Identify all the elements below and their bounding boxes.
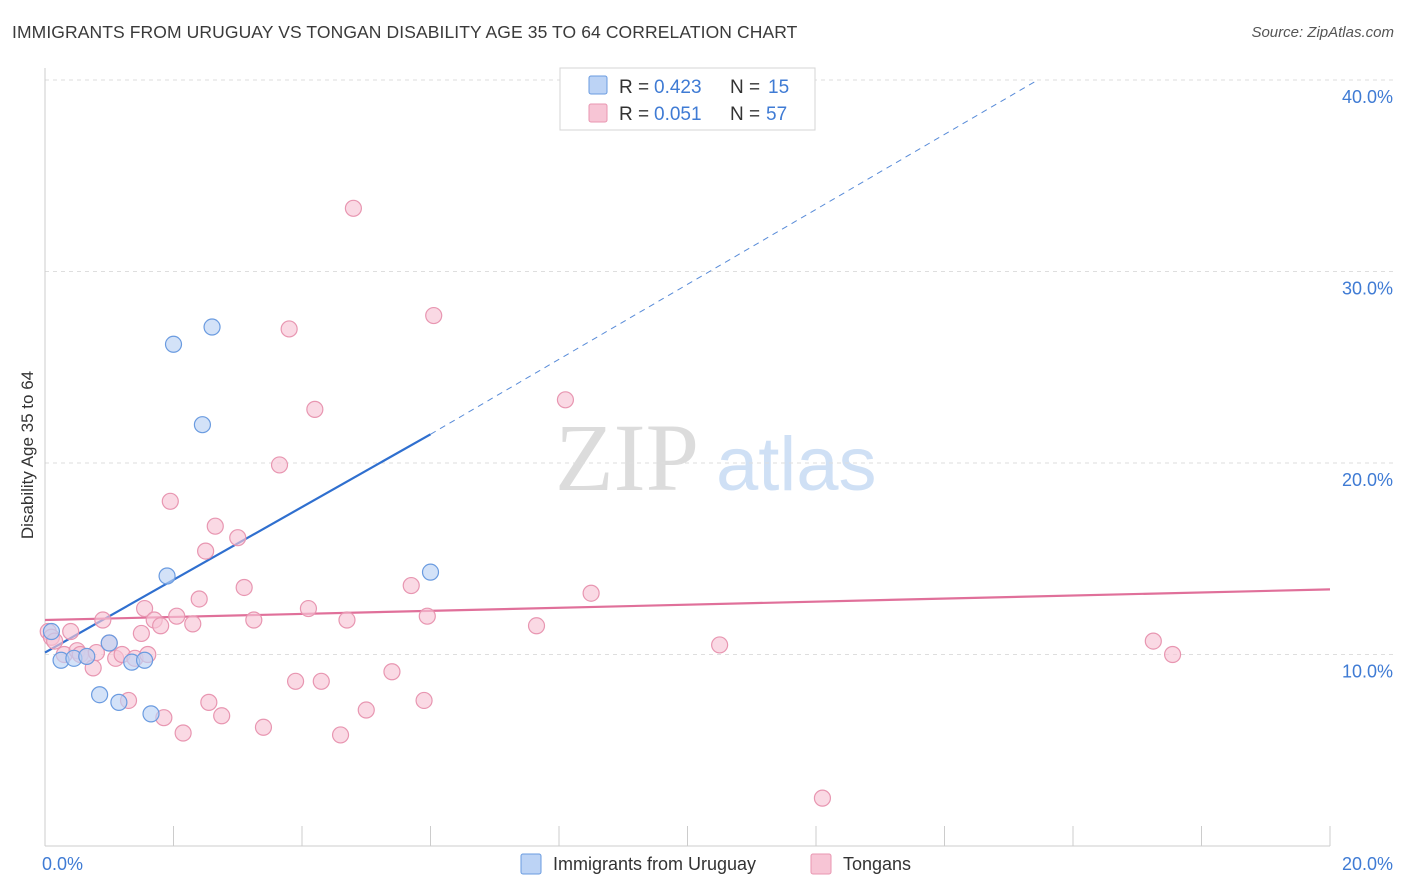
legend-n-value-tongans: 57: [766, 104, 787, 125]
point-tongans: [168, 607, 186, 625]
bottom-legend: Immigrants from Uruguay Tongans: [520, 853, 911, 875]
watermark-zip: ZIP: [555, 404, 699, 511]
legend-r-value-tongans: 0.051: [654, 104, 702, 125]
trend-line-tongans: [44, 588, 1331, 622]
point-tongans: [418, 607, 436, 625]
legend-r-label-tongans: R =: [619, 104, 649, 125]
y-tick-label: 30.0%: [1342, 279, 1393, 299]
point-tongans: [254, 718, 273, 736]
axis-layer: 10.0% 20.0% 30.0% 40.0% 0.0% 20.0%: [42, 68, 1393, 874]
point-tongans: [425, 306, 443, 325]
legend-r-value-uruguay: 0.423: [654, 77, 702, 98]
point-tongans: [711, 636, 729, 654]
point-tongans: [344, 199, 362, 217]
point-uruguay: [193, 416, 212, 434]
point-tongans: [161, 492, 179, 510]
point-uruguay: [158, 567, 176, 585]
point-tongans: [245, 611, 263, 629]
point-uruguay: [91, 686, 109, 704]
chart-title: IMMIGRANTS FROM URUGUAY VS TONGAN DISABI…: [12, 22, 798, 42]
point-tongans: [331, 726, 350, 744]
point-uruguay: [42, 622, 61, 641]
legend-n-value-uruguay: 15: [768, 77, 789, 98]
point-layer: [39, 199, 1182, 807]
x-tick-label: 20.0%: [1342, 854, 1393, 874]
point-uruguay: [421, 563, 440, 581]
point-tongans: [229, 529, 247, 547]
watermark-atlas: atlas: [716, 422, 877, 507]
point-tongans: [415, 691, 433, 710]
point-tongans: [197, 542, 215, 560]
point-uruguay: [135, 651, 154, 669]
legend-box: R = 0.423 N = 15 R = 0.051 N = 57: [559, 67, 816, 131]
point-tongans: [306, 400, 324, 418]
point-uruguay: [142, 705, 160, 723]
point-tongans: [582, 584, 600, 602]
grid-layer: [45, 79, 1393, 655]
bottom-legend-swatch-uruguay: [520, 853, 542, 875]
point-tongans: [235, 578, 253, 597]
point-tongans: [206, 517, 224, 535]
point-uruguay: [110, 693, 128, 711]
point-tongans: [556, 391, 575, 409]
point-tongans: [200, 693, 218, 711]
point-tongans: [270, 456, 289, 474]
point-tongans: [383, 663, 401, 681]
point-uruguay: [203, 318, 221, 336]
legend-n-label-tongans: N =: [730, 104, 760, 125]
point-tongans: [135, 599, 154, 618]
point-tongans: [184, 615, 202, 633]
point-tongans: [312, 672, 330, 690]
point-tongans: [813, 789, 832, 807]
point-tongans: [357, 701, 375, 719]
point-tongans: [527, 617, 546, 635]
point-uruguay: [78, 647, 96, 666]
y-tick-label: 10.0%: [1342, 662, 1393, 682]
point-uruguay: [100, 634, 118, 652]
trend-layer: [44, 81, 1331, 654]
legend-r-label-uruguay: R =: [619, 77, 649, 98]
bottom-legend-swatch-tongans: [810, 853, 832, 875]
point-tongans: [174, 724, 192, 742]
point-tongans: [299, 599, 318, 618]
bottom-legend-label-tongans: Tongans: [843, 854, 911, 874]
point-tongans: [1163, 645, 1182, 664]
point-tongans: [152, 617, 170, 635]
y-tick-label: 40.0%: [1342, 87, 1393, 107]
point-tongans: [338, 611, 356, 629]
watermark: ZIP atlas: [555, 404, 877, 511]
legend-swatch-tongans: [588, 103, 608, 123]
point-tongans: [94, 611, 112, 629]
point-tongans: [213, 707, 231, 725]
point-tongans: [1144, 632, 1162, 650]
trend-line-extrapolated-uruguay: [430, 81, 1035, 435]
point-tongans: [190, 590, 208, 608]
point-tongans: [280, 320, 298, 338]
legend-n-label-uruguay: N =: [730, 77, 760, 98]
bottom-legend-label-uruguay: Immigrants from Uruguay: [553, 854, 756, 874]
source-label: Source: ZipAtlas.com: [1251, 24, 1394, 41]
point-tongans: [62, 622, 80, 641]
point-tongans: [286, 672, 305, 690]
point-tongans: [402, 576, 420, 595]
y-tick-label: 20.0%: [1342, 470, 1393, 490]
point-tongans: [132, 624, 150, 643]
x-tick-label: 0.0%: [42, 854, 83, 874]
legend-swatch-uruguay: [588, 75, 608, 95]
point-uruguay: [164, 335, 183, 353]
